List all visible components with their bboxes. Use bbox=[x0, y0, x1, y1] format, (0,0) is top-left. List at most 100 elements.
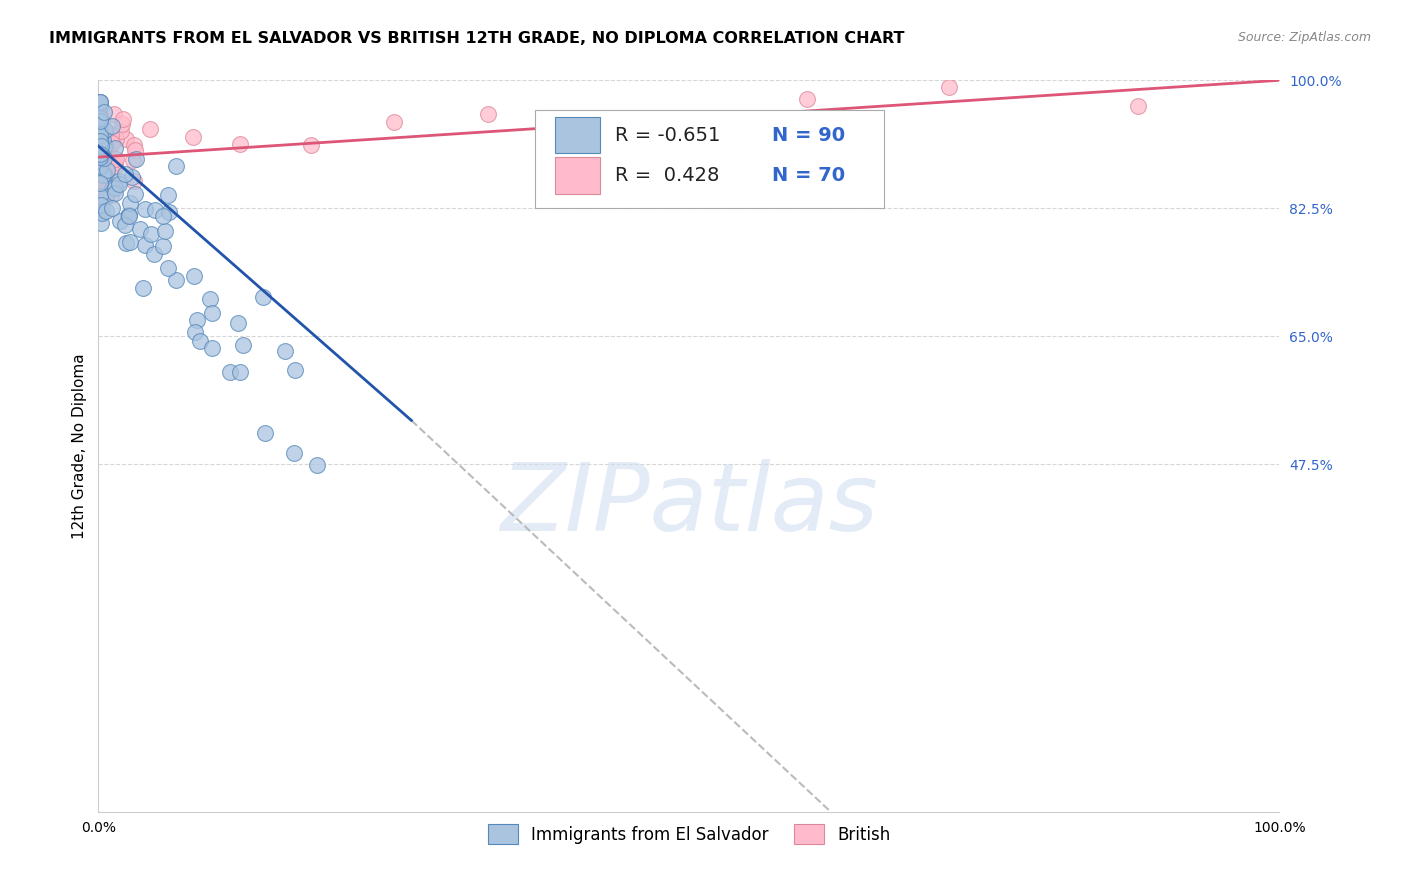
Point bbox=[93, 156, 115, 170]
Point bbox=[181, 130, 204, 145]
Point bbox=[118, 235, 141, 249]
Legend: Immigrants from El Salvador, British: Immigrants from El Salvador, British bbox=[481, 817, 897, 851]
Point bbox=[91, 133, 114, 147]
Point bbox=[90, 147, 112, 161]
Point bbox=[89, 113, 111, 128]
Point bbox=[89, 96, 111, 111]
Point bbox=[89, 175, 111, 189]
Point bbox=[89, 166, 111, 180]
Bar bbox=[555, 157, 600, 194]
Point bbox=[188, 334, 211, 349]
Point bbox=[108, 214, 131, 228]
Point bbox=[253, 426, 276, 441]
Point bbox=[89, 95, 111, 109]
Point bbox=[232, 338, 254, 352]
Point bbox=[274, 343, 297, 358]
Point bbox=[93, 140, 115, 154]
Point bbox=[103, 155, 125, 169]
Point bbox=[89, 108, 111, 122]
Text: R = -0.651: R = -0.651 bbox=[614, 126, 720, 145]
Point bbox=[89, 159, 111, 173]
Point bbox=[97, 161, 120, 176]
Point bbox=[90, 113, 112, 128]
Point bbox=[89, 143, 111, 157]
Point bbox=[98, 143, 121, 157]
Point bbox=[89, 134, 111, 148]
Point bbox=[141, 227, 163, 241]
Point bbox=[101, 136, 124, 150]
Point bbox=[89, 151, 111, 165]
Point bbox=[122, 173, 145, 187]
Point bbox=[89, 111, 111, 125]
Point bbox=[89, 142, 111, 156]
Point bbox=[229, 137, 252, 152]
Point bbox=[89, 202, 111, 217]
Point bbox=[89, 153, 111, 167]
Point bbox=[89, 114, 111, 128]
Point bbox=[89, 98, 111, 112]
Point bbox=[89, 121, 111, 136]
Point bbox=[93, 151, 115, 165]
Point bbox=[100, 181, 122, 195]
Point bbox=[89, 136, 111, 150]
Point bbox=[90, 181, 112, 195]
Point bbox=[165, 159, 187, 173]
Point bbox=[91, 168, 114, 182]
Point bbox=[1126, 99, 1149, 113]
Point bbox=[299, 137, 322, 152]
Point bbox=[201, 341, 224, 355]
Point bbox=[94, 189, 117, 203]
Point bbox=[93, 139, 115, 153]
Point bbox=[157, 187, 180, 202]
Text: N = 70: N = 70 bbox=[772, 166, 845, 185]
Point bbox=[89, 150, 111, 164]
Text: R =  0.428: R = 0.428 bbox=[614, 166, 718, 185]
Point bbox=[104, 159, 127, 173]
Point bbox=[201, 306, 224, 320]
Point bbox=[97, 136, 120, 151]
Point bbox=[89, 95, 111, 110]
Point bbox=[124, 187, 146, 202]
Point bbox=[796, 92, 818, 106]
Text: IMMIGRANTS FROM EL SALVADOR VS BRITISH 12TH GRADE, NO DIPLOMA CORRELATION CHART: IMMIGRANTS FROM EL SALVADOR VS BRITISH 1… bbox=[49, 31, 904, 46]
Point bbox=[89, 162, 111, 177]
Point bbox=[100, 188, 122, 202]
Point bbox=[89, 137, 111, 152]
Point bbox=[105, 152, 128, 166]
Point bbox=[114, 167, 136, 181]
Point bbox=[96, 162, 118, 177]
Point bbox=[93, 167, 115, 181]
Point bbox=[477, 107, 499, 121]
Point bbox=[107, 174, 129, 188]
Point bbox=[89, 144, 111, 158]
Point bbox=[89, 124, 111, 138]
Text: ZIPatlas: ZIPatlas bbox=[501, 459, 877, 550]
Point bbox=[111, 117, 134, 131]
Point bbox=[89, 139, 111, 153]
Point bbox=[112, 112, 135, 126]
Point bbox=[89, 128, 111, 143]
Point bbox=[117, 209, 139, 223]
Point bbox=[307, 458, 329, 472]
Point bbox=[104, 141, 127, 155]
Point bbox=[98, 129, 121, 144]
Point bbox=[121, 169, 143, 184]
Point bbox=[122, 137, 145, 152]
Point bbox=[105, 132, 128, 146]
Text: Source: ZipAtlas.com: Source: ZipAtlas.com bbox=[1237, 31, 1371, 45]
Point bbox=[283, 445, 305, 459]
Point bbox=[100, 135, 122, 149]
Point bbox=[103, 107, 125, 121]
Point bbox=[228, 365, 250, 379]
Point bbox=[100, 201, 122, 215]
Point bbox=[104, 186, 127, 201]
Text: N = 90: N = 90 bbox=[772, 126, 845, 145]
Point bbox=[89, 154, 111, 169]
Point bbox=[134, 238, 156, 252]
Point bbox=[89, 158, 111, 172]
Point bbox=[89, 161, 111, 175]
Point bbox=[93, 104, 115, 119]
Point bbox=[89, 161, 111, 176]
Point bbox=[139, 122, 162, 136]
Point bbox=[91, 171, 114, 186]
